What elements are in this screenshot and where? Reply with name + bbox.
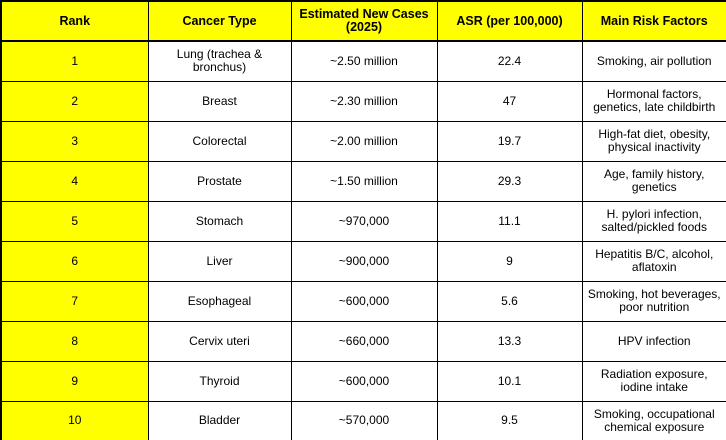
header-row: Rank Cancer Type Estimated New Cases (20…: [0, 0, 726, 42]
table-header: Rank Cancer Type Estimated New Cases (20…: [0, 0, 726, 42]
cell-cancer-type: Stomach: [147, 200, 292, 242]
cell-cancer-type: Bladder: [147, 400, 292, 440]
cell-rank: 7: [0, 280, 149, 322]
cell-cases: ~2.50 million: [290, 40, 438, 82]
table-row: 6 Liver ~900,000 9 Hepatitis B/C, alcoho…: [0, 240, 726, 282]
cell-risk: High-fat diet, obesity, physical inactiv…: [581, 120, 726, 162]
cell-asr: 5.6: [436, 280, 583, 322]
cell-asr: 22.4: [436, 40, 583, 82]
column-header-rank: Rank: [0, 0, 149, 42]
table-row: 5 Stomach ~970,000 11.1 H. pylori infect…: [0, 200, 726, 242]
table-row: 4 Prostate ~1.50 million 29.3 Age, famil…: [0, 160, 726, 202]
cell-cancer-type: Lung (trachea & bronchus): [147, 40, 292, 82]
cell-risk: H. pylori infection, salted/pickled food…: [581, 200, 726, 242]
cell-asr: 47: [436, 80, 583, 122]
table-row: 9 Thyroid ~600,000 10.1 Radiation exposu…: [0, 360, 726, 402]
table-row: 10 Bladder ~570,000 9.5 Smoking, occupat…: [0, 400, 726, 440]
cell-asr: 29.3: [436, 160, 583, 202]
column-header-estimated-new-cases: Estimated New Cases (2025): [290, 0, 438, 42]
cell-cases: ~2.30 million: [290, 80, 438, 122]
cell-asr: 19.7: [436, 120, 583, 162]
cell-asr: 10.1: [436, 360, 583, 402]
cell-risk: Hormonal factors, genetics, late childbi…: [581, 80, 726, 122]
cell-rank: 9: [0, 360, 149, 402]
cell-cancer-type: Liver: [147, 240, 292, 282]
cell-rank: 1: [0, 40, 149, 82]
cell-cancer-type: Breast: [147, 80, 292, 122]
cell-cases: ~2.00 million: [290, 120, 438, 162]
cell-asr: 11.1: [436, 200, 583, 242]
table-row: 8 Cervix uteri ~660,000 13.3 HPV infecti…: [0, 320, 726, 362]
column-header-main-risk-factors: Main Risk Factors: [581, 0, 726, 42]
cell-risk: Hepatitis B/C, alcohol, aflatoxin: [581, 240, 726, 282]
table-row: 3 Colorectal ~2.00 million 19.7 High-fat…: [0, 120, 726, 162]
column-header-cancer-type: Cancer Type: [147, 0, 292, 42]
cell-rank: 10: [0, 400, 149, 440]
cell-rank: 8: [0, 320, 149, 362]
cell-risk: Age, family history, genetics: [581, 160, 726, 202]
table-row: 7 Esophageal ~600,000 5.6 Smoking, hot b…: [0, 280, 726, 322]
cell-rank: 4: [0, 160, 149, 202]
cell-cancer-type: Prostate: [147, 160, 292, 202]
cell-asr: 9.5: [436, 400, 583, 440]
cell-cases: ~570,000: [290, 400, 438, 440]
cell-cancer-type: Esophageal: [147, 280, 292, 322]
table-row: 2 Breast ~2.30 million 47 Hormonal facto…: [0, 80, 726, 122]
clipped-risk-text: Smoking, hot beverages, poor nutrition: [587, 288, 721, 314]
cell-risk: Radiation exposure, iodine intake: [581, 360, 726, 402]
cell-cases: ~660,000: [290, 320, 438, 362]
cell-risk: Smoking, hot beverages, poor nutrition: [581, 280, 726, 322]
column-header-asr: ASR (per 100,000): [436, 0, 583, 42]
cell-cancer-type: Cervix uteri: [147, 320, 292, 362]
cell-cases: ~900,000: [290, 240, 438, 282]
cell-rank: 3: [0, 120, 149, 162]
cell-asr: 9: [436, 240, 583, 282]
cell-rank: 2: [0, 80, 149, 122]
cell-rank: 5: [0, 200, 149, 242]
cell-risk: HPV infection: [581, 320, 726, 362]
cell-risk: Smoking, air pollution: [581, 40, 726, 82]
cell-risk: Smoking, occupational chemical exposure: [581, 400, 726, 440]
cell-cases: ~1.50 million: [290, 160, 438, 202]
table-body: 1 Lung (trachea & bronchus) ~2.50 millio…: [0, 40, 726, 440]
cell-cancer-type: Thyroid: [147, 360, 292, 402]
cell-cancer-type: Colorectal: [147, 120, 292, 162]
cell-asr: 13.3: [436, 320, 583, 362]
cell-cases: ~600,000: [290, 360, 438, 402]
table-row: 1 Lung (trachea & bronchus) ~2.50 millio…: [0, 40, 726, 82]
cell-cases: ~600,000: [290, 280, 438, 322]
cell-cases: ~970,000: [290, 200, 438, 242]
cell-rank: 6: [0, 240, 149, 282]
